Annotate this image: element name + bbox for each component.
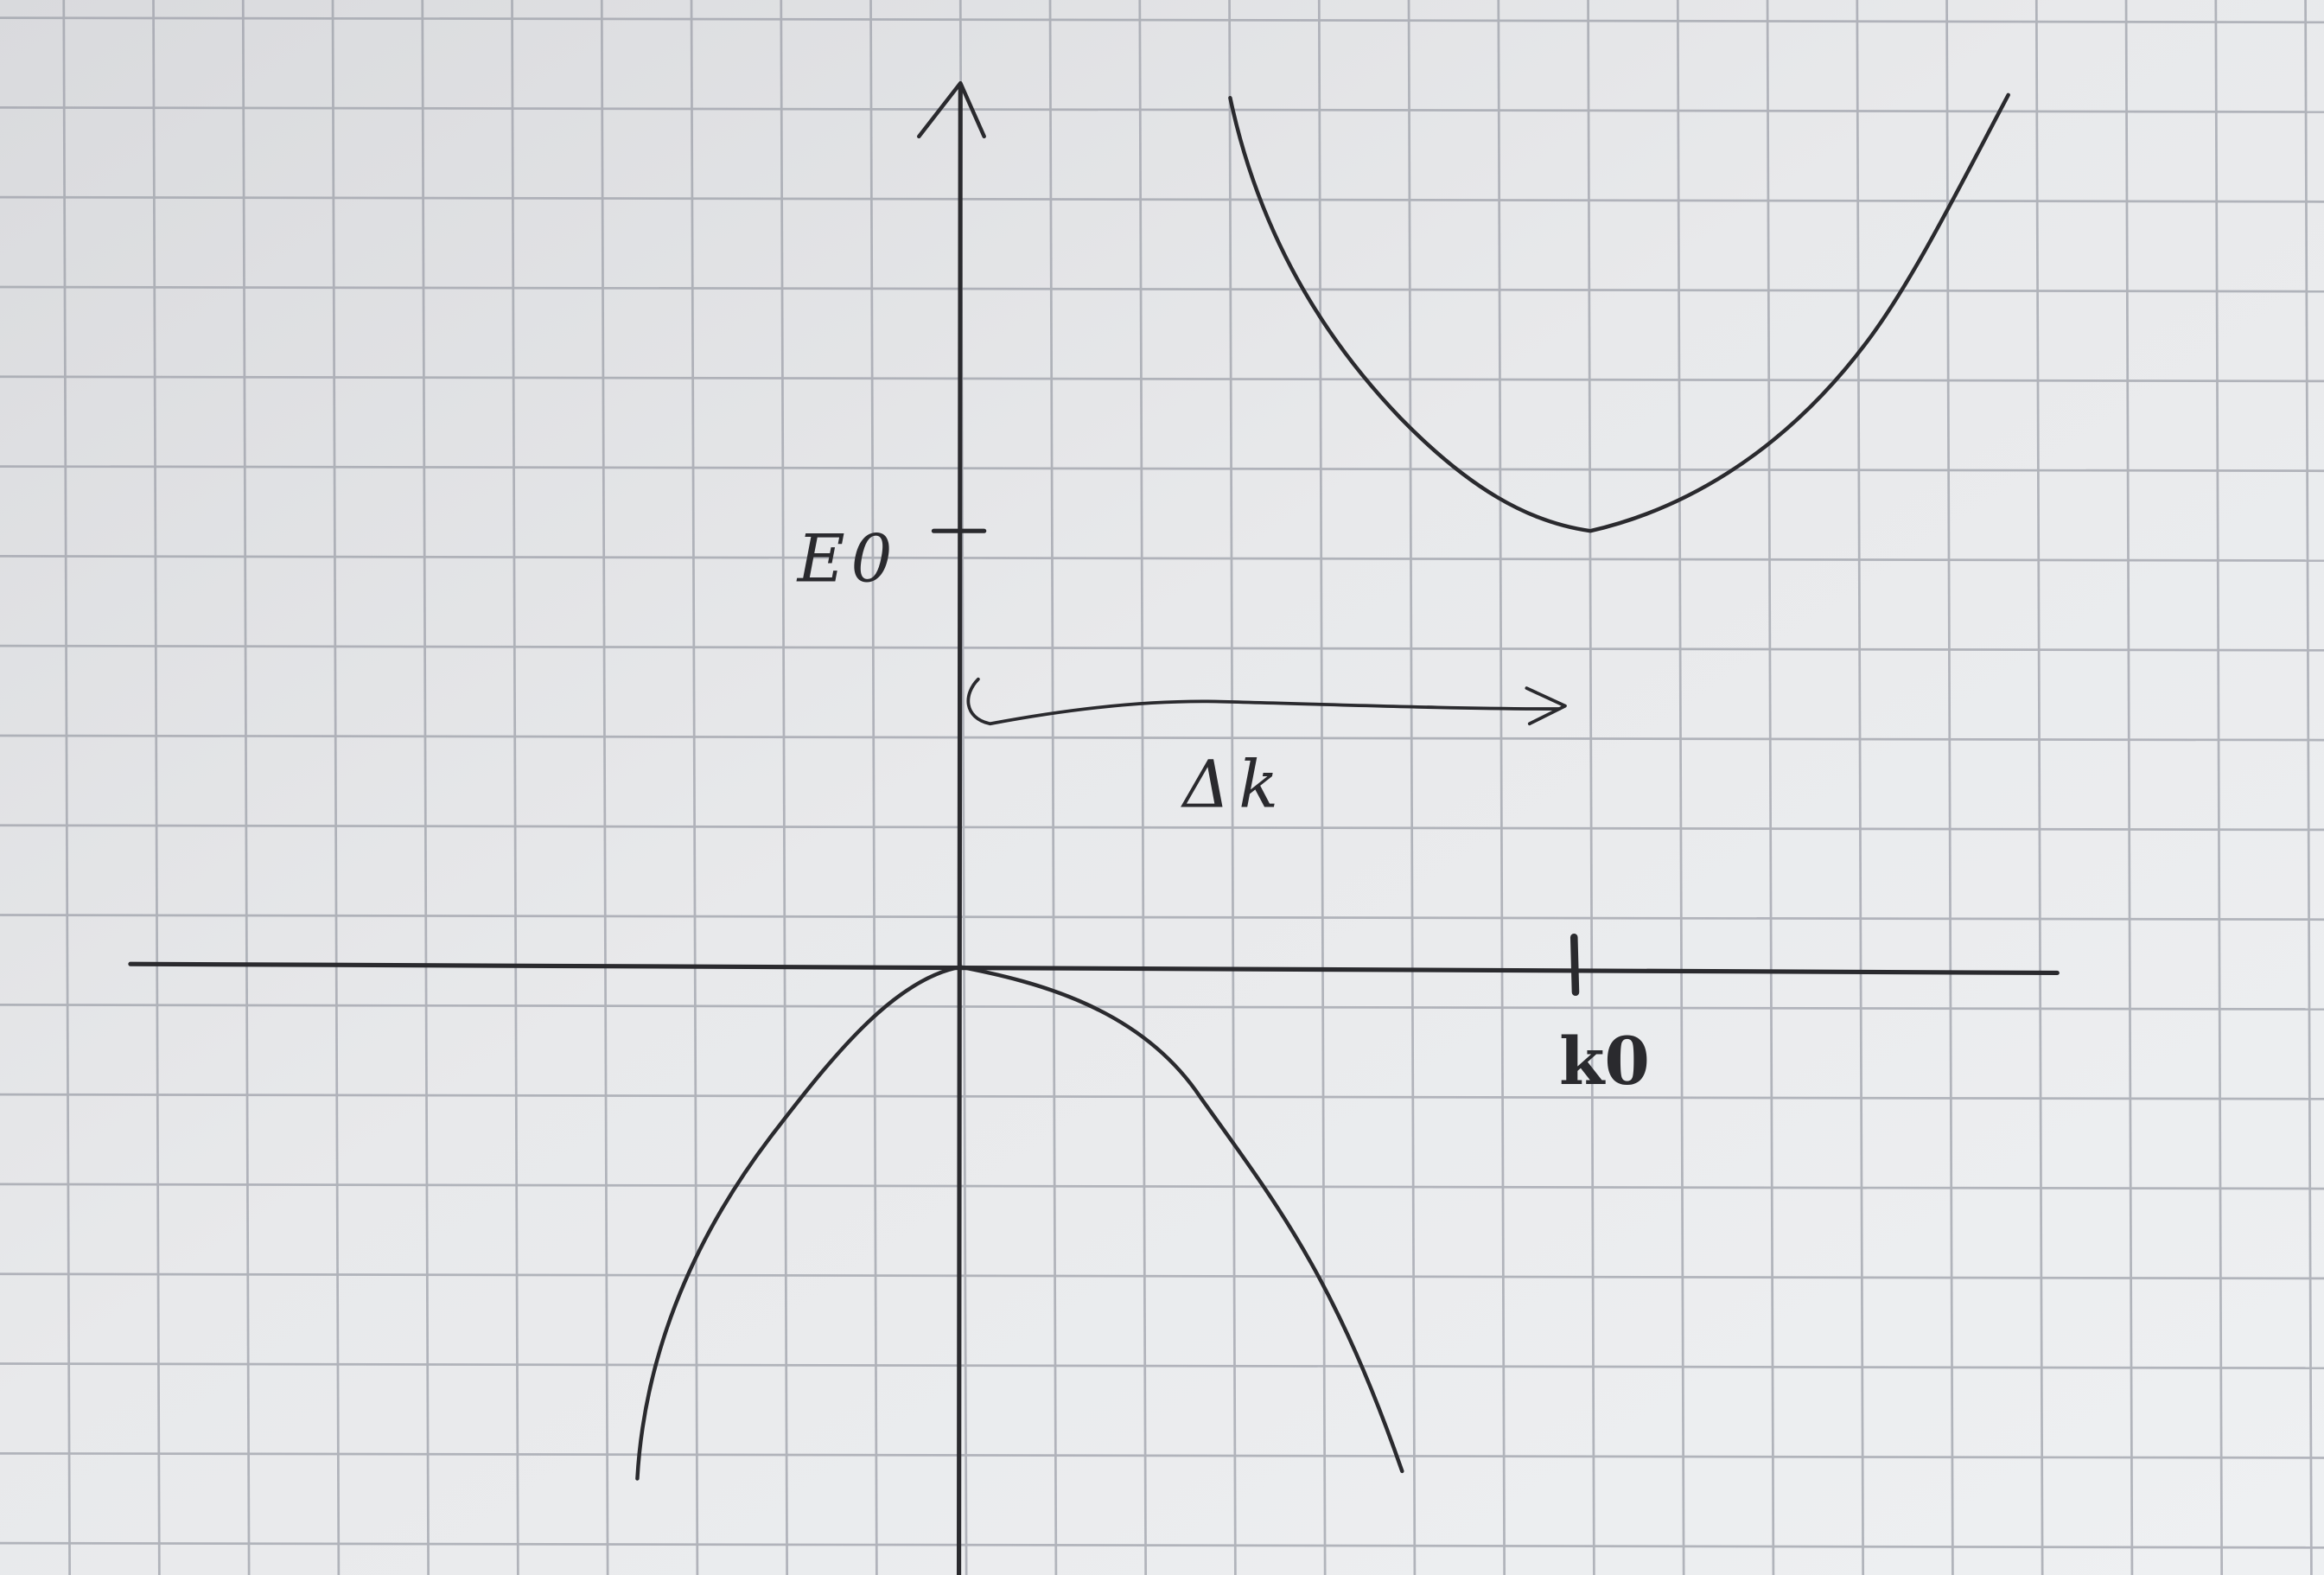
energy-axis-arrowhead [917, 80, 986, 139]
grid-line-vertical [869, 0, 878, 1575]
grid-line-vertical [1676, 0, 1685, 1575]
offset-arrow-shaft [966, 677, 1561, 726]
grid-line-vertical [1228, 0, 1237, 1575]
grid-line-vertical [1945, 0, 1954, 1575]
grid-line-horizontal [0, 16, 2324, 24]
grid-line-vertical [2304, 0, 2313, 1575]
axes [128, 80, 2060, 1575]
offset-arrow-head [1525, 686, 1567, 726]
grid-line-vertical [152, 0, 161, 1575]
grid-line-vertical [2214, 0, 2224, 1575]
grid-line-horizontal [0, 644, 2324, 652]
band-curves [635, 92, 2010, 1481]
grid-line-vertical [421, 0, 430, 1575]
grid-line-horizontal [0, 554, 2324, 562]
grid-line-vertical [1138, 0, 1148, 1575]
grid-line-vertical [511, 0, 519, 1575]
momentum-tick [1569, 933, 1580, 997]
grid-line-horizontal [0, 1003, 2324, 1011]
grid-line-vertical [1766, 0, 1775, 1575]
grid-line-vertical [600, 0, 609, 1575]
grid-line-vertical [1856, 0, 1865, 1575]
grid-line-horizontal [0, 375, 2324, 383]
grid-line-vertical [780, 0, 788, 1575]
grid-line-horizontal [0, 824, 2324, 832]
valence-band-curve [635, 965, 1404, 1481]
conduction-band-curve [1228, 92, 2010, 533]
grid-line-vertical [1497, 0, 1506, 1575]
grid-line-horizontal [0, 285, 2324, 293]
grid-line-vertical [2034, 0, 2044, 1575]
momentum-axis [128, 961, 2060, 976]
grid-line-vertical [690, 0, 699, 1575]
offset-label: Δk [1181, 746, 1288, 822]
grid-line-horizontal [0, 1362, 2324, 1370]
grid-line-vertical [1048, 0, 1058, 1575]
grid-line-vertical [331, 0, 341, 1575]
grid-line-vertical [241, 0, 251, 1575]
grid-line-horizontal [0, 1451, 2324, 1459]
grid-line-horizontal [0, 106, 2324, 113]
grid-line-horizontal [0, 1272, 2324, 1280]
grid-line-horizontal [0, 195, 2324, 203]
grid-line-horizontal [0, 734, 2324, 742]
grid-line-horizontal [0, 1541, 2324, 1549]
momentum-offset-arrow [966, 677, 1567, 726]
grid-line-horizontal [0, 914, 2324, 921]
grid-line-horizontal [0, 465, 2324, 473]
momentum-tick-label: k0 [1559, 1023, 1650, 1100]
energy-tick-label: E0 [796, 521, 899, 597]
energy-axis [956, 86, 963, 1575]
grid-line-vertical [1317, 0, 1327, 1575]
grid-line-horizontal [0, 1093, 2324, 1100]
grid-line-vertical [2124, 0, 2134, 1575]
grid-line-vertical [1407, 0, 1417, 1575]
grid-line-horizontal [0, 1183, 2324, 1190]
grid-line-vertical [62, 0, 71, 1575]
grid-line-vertical [1587, 0, 1595, 1575]
